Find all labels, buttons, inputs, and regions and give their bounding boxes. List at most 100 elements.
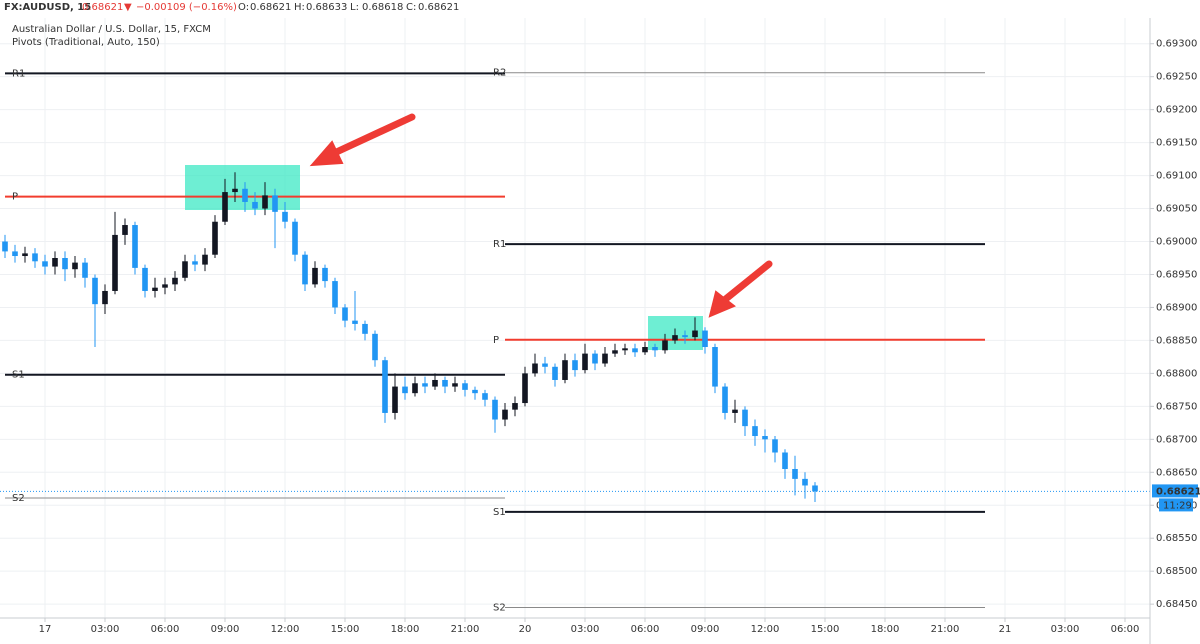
candle-body <box>502 409 508 420</box>
last-price-box <box>1152 484 1198 498</box>
last: 0.68621 <box>82 2 123 13</box>
candle-body <box>582 353 588 371</box>
candle-body <box>542 363 548 367</box>
candle-body <box>762 436 768 440</box>
x-tick-label: 18:00 <box>871 624 900 635</box>
candle-body <box>312 267 318 285</box>
y-tick-label: 0.68500 <box>1156 566 1197 577</box>
candle-body <box>642 347 648 353</box>
candle-body <box>262 195 268 209</box>
y-tick-label: 0.68550 <box>1156 533 1197 544</box>
candle-body <box>32 253 38 262</box>
pivot-label: S1 <box>493 507 506 518</box>
candle-body <box>812 485 818 492</box>
x-tick-label: 15:00 <box>331 624 360 635</box>
pivot-label: S2 <box>493 602 506 613</box>
candle-body <box>152 287 158 291</box>
axes: 0.69300 0.69250 0.69200 0.69150 0.69100 0.690… <box>39 39 1200 635</box>
candle-body <box>752 426 758 437</box>
candles <box>2 172 818 502</box>
candle-body <box>92 277 98 305</box>
symbol: FX:AUDUSD, 15 <box>4 2 91 13</box>
ohlc-key: L: <box>350 2 359 13</box>
candle-body <box>672 335 678 341</box>
candle-body <box>562 360 568 380</box>
candle-body <box>122 225 128 235</box>
x-tick-label: 12:00 <box>271 624 300 635</box>
candle-body <box>52 258 58 267</box>
x-tick-label: 06:00 <box>631 624 660 635</box>
x-tick-label: 06:00 <box>1111 624 1140 635</box>
candle-body <box>652 347 658 351</box>
candle-body <box>362 323 368 334</box>
candle-body <box>22 253 28 257</box>
y-tick-label: 0.68750 <box>1156 401 1197 412</box>
candle-body <box>172 277 178 285</box>
pivot-label: S1 <box>12 370 25 381</box>
candle-body <box>192 261 198 265</box>
x-tick-label: 12:00 <box>751 624 780 635</box>
candle-body <box>522 373 528 404</box>
x-tick-label: 21 <box>999 624 1012 635</box>
candle-body <box>82 262 88 278</box>
countdown-box <box>1159 498 1193 512</box>
candle-body <box>202 254 208 265</box>
arrow <box>708 260 773 318</box>
candle-body <box>742 409 748 427</box>
ohlc-value: 0.68621 <box>250 2 291 13</box>
candle-body <box>162 284 168 288</box>
candle-body <box>632 348 638 353</box>
last-price-label: 0.68621 <box>1156 486 1200 497</box>
y-tick-label: 0.69100 <box>1156 171 1197 182</box>
y-tick-label: 0.69000 <box>1156 237 1197 248</box>
candle-body <box>232 188 238 193</box>
candle-body <box>792 468 798 479</box>
x-tick-label: 06:00 <box>151 624 180 635</box>
candle-body <box>132 225 138 268</box>
pivots: R1 P S1 S2 R2 R1 P S1 S2 <box>0 68 1150 613</box>
candle-body <box>722 386 728 413</box>
candle-body <box>282 211 288 222</box>
candle-body <box>532 363 538 374</box>
candle-body <box>682 335 688 338</box>
x-tick-label: 21:00 <box>451 624 480 635</box>
x-tick-label: 17 <box>39 624 52 635</box>
candle-body <box>712 347 718 387</box>
candle-body <box>702 330 708 348</box>
candle-body <box>412 383 418 394</box>
arrow <box>309 113 416 167</box>
y-tick-label: 0.68450 <box>1156 599 1197 610</box>
chart-title: Australian Dollar / U.S. Dollar, 15, FXC… <box>12 24 211 35</box>
ohlc-key: O: <box>238 2 249 13</box>
x-tick-label: 18:00 <box>391 624 420 635</box>
change: −0.00109 (−0.16%) <box>136 2 237 13</box>
candle-body <box>342 307 348 321</box>
candle-body <box>392 386 398 413</box>
ohlc-value: 0.68618 <box>362 2 403 13</box>
candle-body <box>372 333 378 361</box>
pivot-label: S2 <box>12 493 25 504</box>
pivot-label: R1 <box>493 239 506 250</box>
candle-body <box>592 353 598 364</box>
y-tick-label: 0.68800 <box>1156 368 1197 379</box>
subtitle: Pivots (Traditional, Auto, 150) <box>12 37 160 48</box>
y-tick-label: 0.69200 <box>1156 105 1197 116</box>
candle-body <box>452 383 458 387</box>
y-tick-label: 0.68950 <box>1156 269 1197 280</box>
candle-body <box>72 262 78 270</box>
ohlc-key: C: <box>406 2 416 13</box>
change-arrow: ▼ <box>124 2 132 13</box>
candle-body <box>612 350 618 354</box>
y-tick-label: 0.68900 <box>1156 302 1197 313</box>
ohlc-value: 0.68621 <box>418 2 459 13</box>
candle-body <box>472 389 478 394</box>
candle-body <box>442 379 448 387</box>
candle-body <box>292 221 298 255</box>
candle-body <box>222 192 228 222</box>
candle-body <box>302 254 308 285</box>
candle-body <box>402 386 408 394</box>
highlight-box <box>185 165 300 210</box>
candle-body <box>432 379 438 387</box>
